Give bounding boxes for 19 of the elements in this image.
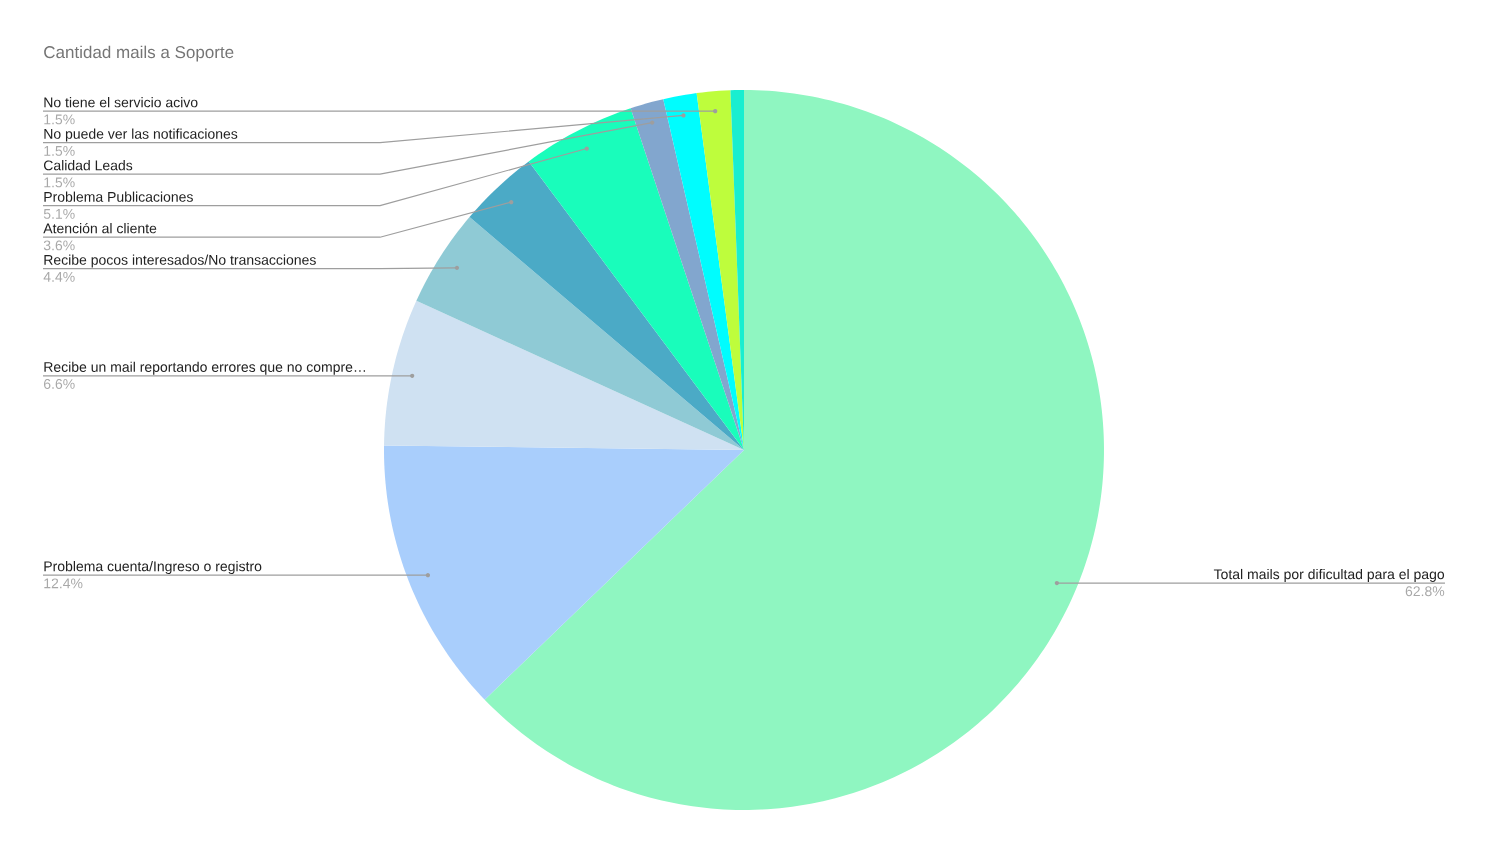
slice-label: Total mails por dificultad para el pago <box>1213 568 1445 582</box>
slice-label: Calidad Leads <box>43 160 133 171</box>
chart-title: Cantidad mails a Soporte <box>44 45 234 62</box>
slice-label: Problema Publicaciones <box>44 191 193 202</box>
data-label: 1.5% <box>44 177 75 188</box>
data-label: 12.4% <box>44 578 83 589</box>
slice-label: No tiene el servicio acivo <box>44 97 198 108</box>
data-label: 1.5% <box>44 146 75 156</box>
data-label: 3.6% <box>43 240 75 251</box>
slice-label: Recibe pocos interesados/No transacciones <box>44 254 316 268</box>
slice-label: Atención al cliente <box>43 222 157 234</box>
slice-label: Recibe un mail reportando errores que no compre… <box>44 361 366 375</box>
data-label: 62.8% <box>1405 586 1445 597</box>
slice-label: Problema cuenta/Ingreso o registro <box>44 561 262 575</box>
data-label: 5.1% <box>43 209 75 219</box>
slice-label: No puede ver las notificaciones <box>44 128 238 142</box>
data-label: 4.4% <box>43 272 75 282</box>
data-label: 6.6% <box>43 379 75 389</box>
data-label: 1.5% <box>44 114 75 125</box>
